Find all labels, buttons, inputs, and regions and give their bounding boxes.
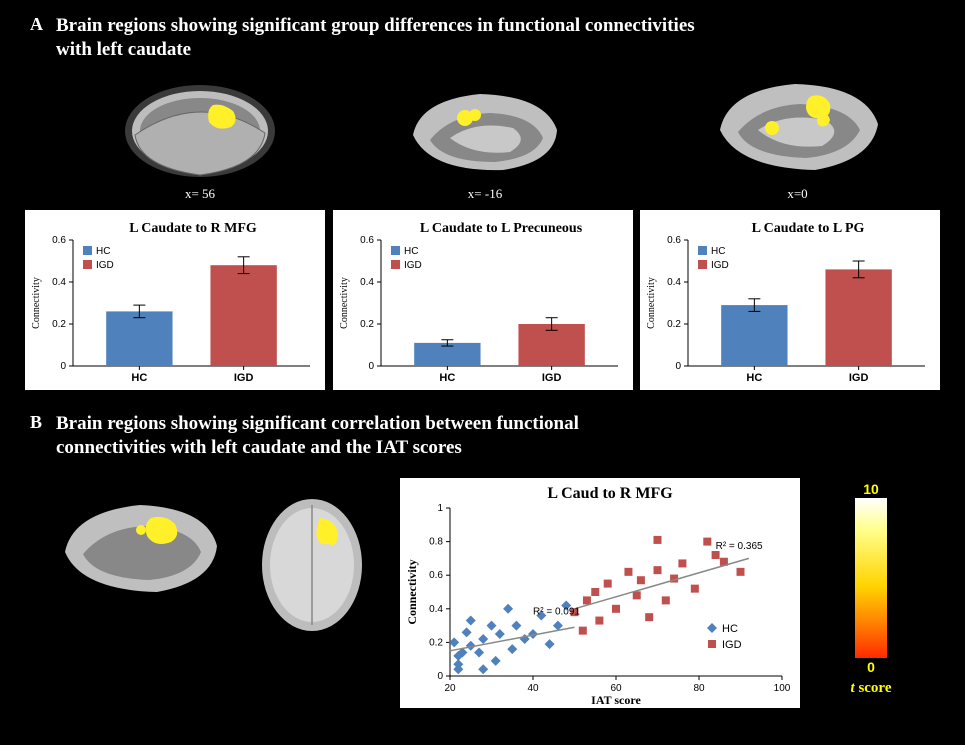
svg-text:Connectivity: Connectivity — [646, 277, 657, 329]
svg-text:1: 1 — [437, 503, 443, 514]
svg-text:HC: HC — [131, 372, 147, 384]
svg-text:0.6: 0.6 — [429, 570, 443, 581]
svg-text:20: 20 — [444, 683, 456, 694]
svg-text:0: 0 — [368, 361, 374, 372]
svg-text:IGD: IGD — [542, 372, 562, 384]
svg-text:IGD: IGD — [722, 639, 742, 651]
svg-text:0.2: 0.2 — [360, 319, 374, 330]
svg-text:0.8: 0.8 — [429, 537, 443, 548]
brain-slice-3 — [700, 70, 895, 187]
svg-text:0.2: 0.2 — [52, 319, 66, 330]
svg-text:0.4: 0.4 — [52, 277, 66, 288]
svg-text:Connectivity: Connectivity — [31, 277, 42, 329]
brain-slice-1 — [105, 75, 295, 188]
svg-text:HC: HC — [96, 246, 110, 257]
brain-slice-2-caption: x= -16 — [395, 186, 575, 202]
svg-text:Connectivity: Connectivity — [405, 559, 419, 624]
svg-text:HC: HC — [746, 372, 762, 384]
svg-text:IGD: IGD — [96, 260, 114, 271]
svg-text:0: 0 — [437, 671, 443, 682]
svg-text:0.6: 0.6 — [52, 235, 66, 246]
svg-text:IGD: IGD — [404, 260, 422, 271]
panel-a-title-line2: with left caudate — [56, 39, 191, 60]
bar-chart-2: L Caudate to L Precuneous 0 0.2 0.4 0.6 Conne… — [333, 210, 633, 390]
svg-text:100: 100 — [774, 683, 791, 694]
svg-text:IGD: IGD — [849, 372, 869, 384]
panel-b-title-line2: connectivities with left caudate and the… — [56, 437, 462, 458]
svg-text:0.6: 0.6 — [667, 235, 681, 246]
svg-text:80: 80 — [693, 683, 705, 694]
svg-text:L Caud to R MFG: L Caud to R MFG — [547, 485, 673, 502]
brain-slice-b-sag — [45, 490, 235, 610]
scatter-plot: L Caud to R MFG00.20.40.60.8120406080100… — [400, 478, 800, 713]
svg-text:0.6: 0.6 — [360, 235, 374, 246]
panel-b-title: Brain regions showing significant correl… — [56, 412, 816, 460]
svg-text:HC: HC — [439, 372, 455, 384]
svg-text:L Caudate to R MFG: L Caudate to R MFG — [129, 221, 257, 236]
panel-b-label: B — [30, 412, 42, 433]
svg-text:10: 10 — [863, 481, 879, 497]
svg-text:HC: HC — [711, 246, 725, 257]
svg-text:0.4: 0.4 — [429, 604, 443, 615]
brain-slice-3-caption: x=0 — [700, 186, 895, 202]
svg-text:R² = 0.365: R² = 0.365 — [716, 541, 763, 552]
svg-text:L Caudate to L PG: L Caudate to L PG — [752, 221, 865, 236]
brain-slice-2 — [395, 80, 575, 185]
svg-text:R² = 0.091: R² = 0.091 — [533, 607, 580, 618]
svg-text:HC: HC — [404, 246, 418, 257]
panel-a-title: Brain regions showing significant group … — [56, 14, 936, 62]
svg-text:HC: HC — [722, 623, 738, 635]
panel-a-title-line1: Brain regions showing significant group … — [56, 15, 695, 36]
svg-text:0.2: 0.2 — [667, 319, 681, 330]
bar-chart-3: L Caudate to L PG 0 0.2 0.4 0.6 Connectivity H… — [640, 210, 940, 390]
svg-text:0.4: 0.4 — [667, 277, 681, 288]
bar-chart-1: L Caudate to R MFG 0 0.2 0.4 0.6 Connectivity… — [25, 210, 325, 390]
svg-text:40: 40 — [527, 683, 539, 694]
svg-text:L Caudate to L Precuneous: L Caudate to L Precuneous — [420, 221, 583, 236]
panel-a-label: A — [30, 14, 43, 35]
svg-text:0: 0 — [675, 361, 681, 372]
svg-text:Connectivity: Connectivity — [339, 277, 350, 329]
svg-text:IAT score: IAT score — [591, 693, 641, 707]
svg-text:IGD: IGD — [711, 260, 729, 271]
brain-slice-b-axial — [250, 490, 375, 645]
brain-slice-1-caption: x= 56 — [105, 186, 295, 202]
svg-text:IGD: IGD — [234, 372, 254, 384]
svg-text:0: 0 — [60, 361, 66, 372]
svg-text:t score: t score — [851, 680, 892, 696]
svg-text:0: 0 — [867, 659, 875, 675]
t-score-colorbar: 10 0 t score — [840, 480, 930, 705]
svg-text:0.2: 0.2 — [429, 637, 443, 648]
panel-b-title-line1: Brain regions showing significant correl… — [56, 413, 579, 434]
svg-text:0.4: 0.4 — [360, 277, 374, 288]
